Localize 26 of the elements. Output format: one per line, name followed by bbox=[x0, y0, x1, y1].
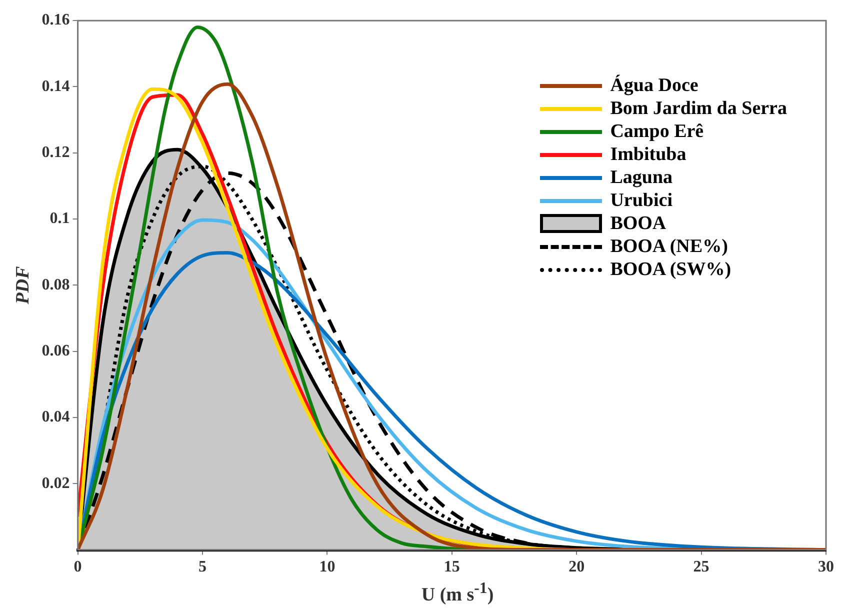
legend-label: Imbituba bbox=[610, 143, 686, 166]
legend-label: BOOA (SW%) bbox=[610, 258, 732, 281]
x-tick-label: 15 bbox=[444, 558, 460, 576]
x-tick-label: 30 bbox=[818, 558, 834, 576]
y-tick-label: 0.14 bbox=[42, 78, 70, 95]
x-tick-label: 10 bbox=[319, 558, 336, 576]
legend-label: Campo Erê bbox=[610, 120, 704, 143]
x-tick-label: 0 bbox=[74, 558, 82, 576]
legend-label: BOOA (NE%) bbox=[610, 235, 728, 258]
y-tick-label: 0.16 bbox=[42, 12, 70, 29]
y-tick-label: 0.04 bbox=[42, 408, 70, 426]
legend-label: BOOA bbox=[610, 212, 666, 235]
legend-label: Laguna bbox=[610, 166, 673, 189]
y-tick-label: 0.08 bbox=[42, 276, 70, 294]
x-tick-label: 20 bbox=[568, 558, 585, 576]
x-tick-label: 25 bbox=[693, 558, 710, 576]
legend-label: Água Doce bbox=[610, 74, 698, 97]
x-axis-title: U (m s$^{-1}$) bbox=[420, 580, 495, 606]
legend-label: Urubici bbox=[610, 189, 672, 212]
y-tick-label: 0.12 bbox=[42, 144, 70, 162]
y-axis-title: PDF bbox=[12, 266, 34, 306]
x-tick-label: 5 bbox=[198, 558, 206, 576]
y-tick-label: 0.1 bbox=[50, 210, 70, 228]
y-tick-label: 0.02 bbox=[42, 474, 70, 492]
y-tick-label: 0.06 bbox=[42, 342, 70, 360]
legend-label: Bom Jardim da Serra bbox=[610, 97, 787, 120]
